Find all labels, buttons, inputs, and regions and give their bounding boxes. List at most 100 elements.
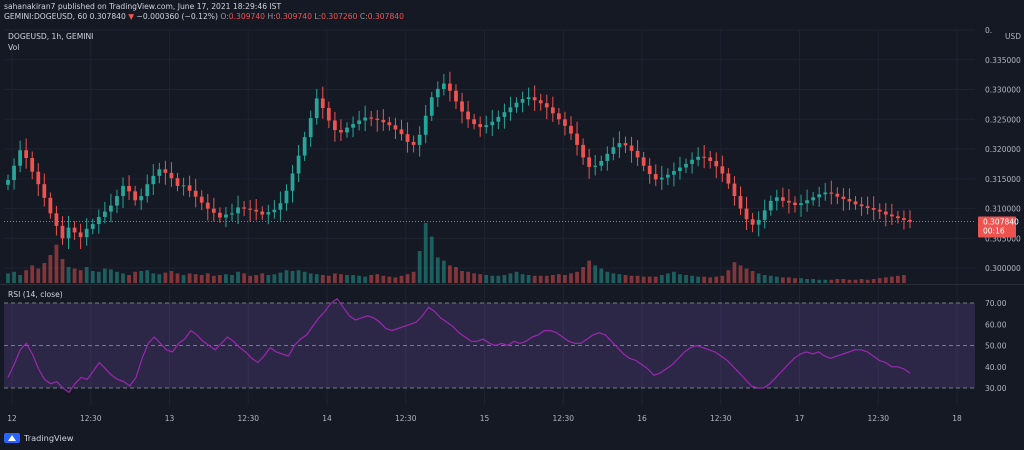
price-axis-tick-label: 0.330000	[985, 86, 1021, 95]
volume-bar	[811, 279, 816, 283]
volume-bar	[538, 275, 543, 283]
volume-bar	[30, 265, 35, 283]
volume-bar	[6, 273, 10, 283]
volume-bar	[672, 271, 676, 283]
volume-bar	[587, 260, 592, 283]
volume-bar	[369, 275, 374, 283]
volume-bar	[357, 275, 361, 283]
candle-body	[411, 141, 416, 145]
candle-body	[768, 200, 773, 211]
volume-bar	[714, 276, 719, 283]
volume-bar	[199, 275, 204, 283]
candle-body	[672, 171, 676, 175]
volume-bar	[387, 276, 392, 283]
candle-body	[399, 129, 404, 135]
volume-bar	[726, 270, 731, 283]
candle-body	[877, 209, 882, 212]
volume-bar	[102, 268, 107, 283]
volume-bar	[732, 262, 737, 283]
volume-bar	[435, 257, 440, 283]
price-change: −0.000360 (−0.12%)	[136, 12, 218, 21]
candle-body	[230, 213, 234, 215]
volume-bar	[847, 279, 852, 283]
volume-bar	[520, 274, 525, 283]
volume-bar	[544, 275, 549, 283]
candle-body	[466, 111, 470, 120]
volume-bar	[90, 271, 95, 283]
time-axis-tick-label: 12:30	[80, 414, 102, 423]
candle-body	[127, 185, 131, 192]
rsi-line	[7, 297, 911, 394]
candle-body	[871, 207, 876, 210]
volume-bar	[254, 275, 259, 283]
candle-body	[96, 216, 101, 225]
time-axis-tick-label: 15	[480, 414, 490, 423]
candle-body	[865, 206, 870, 208]
volume-bar	[799, 278, 803, 283]
candle-body	[320, 98, 325, 108]
volume-bar	[756, 273, 761, 283]
volume-bar	[478, 274, 483, 283]
candle-body	[841, 196, 846, 200]
volume-bar	[466, 271, 470, 283]
volume-bar	[139, 271, 144, 283]
volume-bar	[569, 273, 573, 283]
candle-body	[381, 119, 386, 123]
volume-bar	[871, 279, 876, 283]
volume-bar	[145, 270, 150, 283]
volume-bar	[260, 273, 265, 283]
candle-body	[490, 121, 495, 126]
volume-bar	[151, 273, 156, 283]
candle-body	[333, 120, 337, 131]
volume-bar	[339, 274, 343, 283]
author-line: sahanakiran7 published on TradingView.co…	[4, 2, 282, 11]
volume-bar	[629, 275, 634, 283]
candle-body	[345, 127, 349, 133]
price-axis-tick-label: 0.335000	[985, 56, 1021, 65]
candle-body	[780, 197, 785, 201]
volume-bar	[181, 275, 186, 283]
volume-bar	[48, 255, 53, 283]
volume-bar	[557, 274, 561, 283]
volume-bar	[690, 275, 694, 283]
candle-body	[847, 199, 852, 202]
candle-body	[502, 112, 507, 117]
rsi-axis-tick-label: 30.00	[985, 384, 1007, 393]
candle-body	[72, 227, 77, 233]
candle-body	[139, 196, 144, 201]
time-axis-tick-label: 16	[637, 414, 647, 423]
candle-body	[859, 204, 864, 207]
price-axis-tick-label: 0.320000	[985, 145, 1021, 154]
volume-bar	[42, 263, 47, 283]
candle-body	[145, 184, 150, 197]
candle-body	[569, 125, 573, 134]
candle-body	[678, 167, 682, 172]
candle-body	[242, 207, 246, 209]
candle-body	[175, 178, 180, 186]
last-price-badge-countdown: 00:16	[983, 226, 1005, 235]
volume-bar	[109, 269, 113, 283]
candle-body	[18, 150, 22, 166]
volume-bar	[490, 275, 495, 283]
close-label: C:	[359, 12, 368, 21]
candle-body	[133, 191, 138, 201]
candle-body	[60, 225, 65, 239]
volume-bar	[417, 251, 422, 283]
candle-body	[684, 163, 688, 168]
volume-bar	[605, 271, 610, 283]
candle-body	[641, 157, 646, 166]
candle-body	[284, 190, 289, 204]
down-arrow-icon: ▼	[128, 12, 135, 21]
candle-body	[454, 90, 458, 102]
volume-bar	[841, 279, 846, 283]
volume-bar	[460, 271, 464, 283]
volume-bar	[768, 275, 773, 283]
volume-bar	[326, 275, 331, 283]
candle-body	[393, 125, 398, 130]
volume-legend: Vol	[8, 43, 19, 52]
volume-bar	[24, 270, 29, 283]
candle-body	[793, 202, 797, 206]
volume-bar	[345, 275, 349, 283]
volume-bar	[684, 275, 688, 283]
